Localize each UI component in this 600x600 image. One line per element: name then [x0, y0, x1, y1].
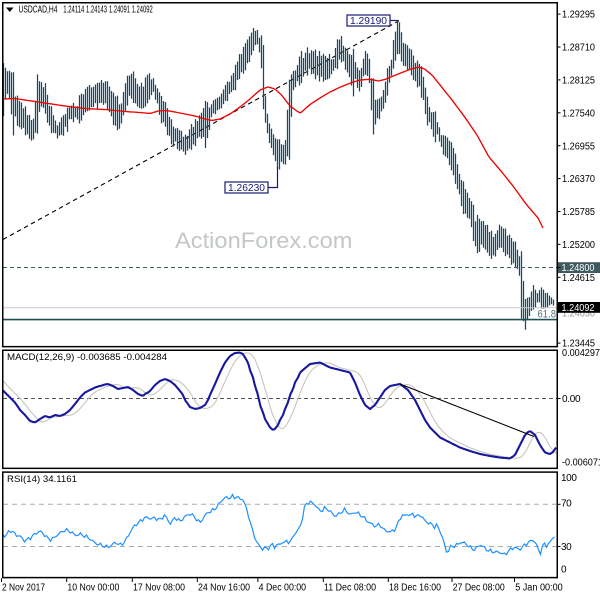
svg-text:1.23445: 1.23445 [562, 339, 595, 350]
svg-text:USDCAD,H4: USDCAD,H4 [19, 4, 58, 15]
svg-text:0: 0 [561, 565, 567, 576]
svg-text:1.28125: 1.28125 [562, 76, 595, 87]
svg-text:1.24092: 1.24092 [562, 303, 595, 314]
svg-text:ActionForex.com: ActionForex.com [175, 228, 353, 253]
svg-text:24 Nov 16:00: 24 Nov 16:00 [198, 583, 250, 594]
svg-text:1.24800: 1.24800 [562, 263, 595, 274]
svg-text:1.25200: 1.25200 [562, 240, 595, 251]
svg-text:1.24092: 1.24092 [132, 4, 153, 15]
svg-text:0.004297: 0.004297 [562, 348, 600, 359]
svg-text:0.00: 0.00 [562, 394, 581, 405]
svg-text:17 Nov 08:00: 17 Nov 08:00 [133, 583, 185, 594]
svg-text:5 Jan 00:00: 5 Jan 00:00 [515, 583, 563, 594]
svg-text:100: 100 [561, 473, 577, 484]
svg-text:18 Dec 16:00: 18 Dec 16:00 [389, 583, 441, 594]
svg-text:1.26230: 1.26230 [228, 183, 265, 194]
svg-text:1.28710: 1.28710 [562, 43, 595, 54]
svg-text:10 Nov 00:00: 10 Nov 00:00 [67, 583, 119, 594]
svg-text:4 Dec 00:00: 4 Dec 00:00 [259, 583, 307, 594]
svg-text:61.8: 61.8 [538, 308, 557, 320]
svg-text:1.24091: 1.24091 [109, 4, 130, 15]
svg-text:11 Dec 08:00: 11 Dec 08:00 [324, 583, 376, 594]
svg-text:1.24143: 1.24143 [86, 4, 107, 15]
svg-text:1.24114: 1.24114 [63, 4, 84, 15]
svg-text:1.26955: 1.26955 [562, 141, 595, 152]
svg-text:1.24615: 1.24615 [562, 273, 595, 284]
svg-text:1.26370: 1.26370 [562, 174, 595, 185]
svg-text:-0.006071: -0.006071 [562, 458, 600, 469]
svg-text:1.27540: 1.27540 [562, 108, 595, 119]
svg-text:1.29295: 1.29295 [562, 10, 595, 21]
svg-text:MACD(12,26,9) -0.003685 -0.004: MACD(12,26,9) -0.003685 -0.004284 [7, 352, 167, 363]
svg-text:1.29190: 1.29190 [350, 16, 387, 27]
svg-text:1.25785: 1.25785 [562, 207, 595, 218]
svg-text:30: 30 [561, 542, 572, 553]
svg-text:RSI(14) 34.1161: RSI(14) 34.1161 [7, 474, 77, 485]
svg-text:27 Dec 08:00: 27 Dec 08:00 [453, 583, 505, 594]
svg-text:1.24030: 1.24030 [562, 309, 595, 320]
svg-text:70: 70 [561, 499, 572, 510]
svg-text:2 Nov 2017: 2 Nov 2017 [2, 583, 45, 594]
